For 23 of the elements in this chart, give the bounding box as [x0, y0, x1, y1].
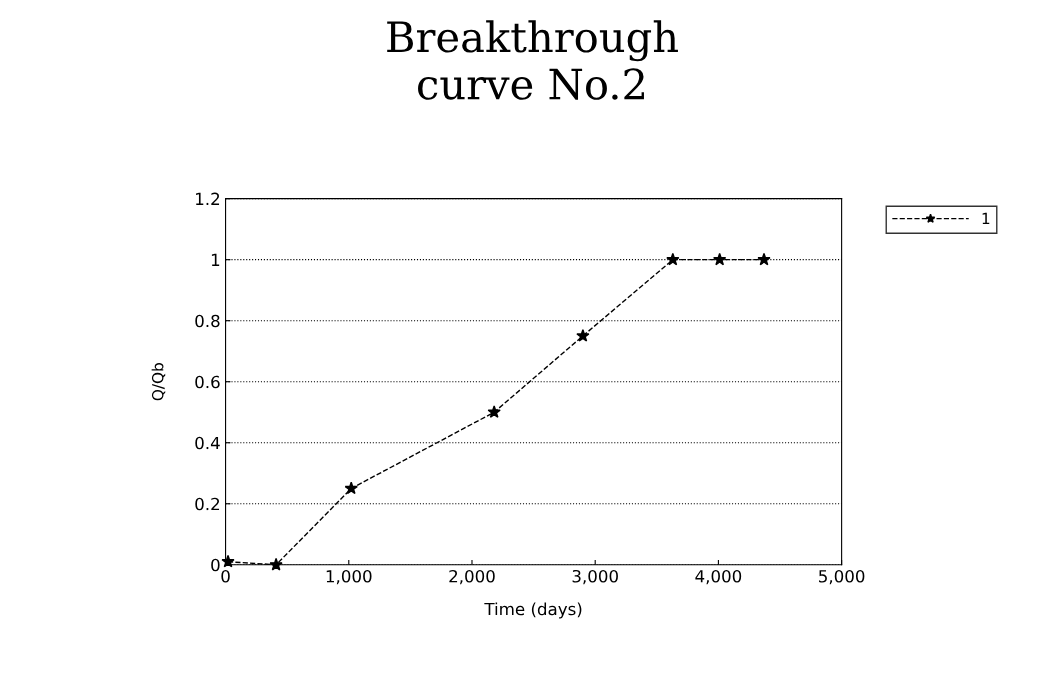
chart-title: Breakthrough curve No.2	[387, 20, 678, 100]
y-tick-label: 1	[211, 253, 220, 267]
point	[757, 252, 771, 266]
point	[344, 481, 358, 495]
point	[666, 252, 680, 266]
legend-label: 1	[982, 212, 990, 225]
y-tick-label: 0.2	[195, 497, 220, 511]
y-axis-title: Q/Qb	[151, 363, 166, 401]
point	[713, 252, 727, 266]
point	[487, 405, 501, 418]
x-tick-label: 2,000	[449, 569, 495, 585]
point	[576, 329, 590, 342]
x-tick-label: 0	[221, 569, 230, 583]
y-tick-label: 0.4	[195, 436, 220, 450]
y-tick-label: 0.8	[195, 314, 220, 328]
y-tick-label: 1.2	[196, 192, 220, 205]
x-axis-title: Time (days)	[484, 602, 582, 619]
y-tick-label: 0.6	[195, 375, 220, 389]
x-tick-label: 3,000	[572, 569, 618, 585]
x-tick-label: 4,000	[695, 569, 742, 585]
x-tick-label: 1,000	[326, 569, 372, 585]
y-tick-label: 0	[211, 558, 220, 572]
x-tick-label: 5,000	[819, 569, 865, 585]
